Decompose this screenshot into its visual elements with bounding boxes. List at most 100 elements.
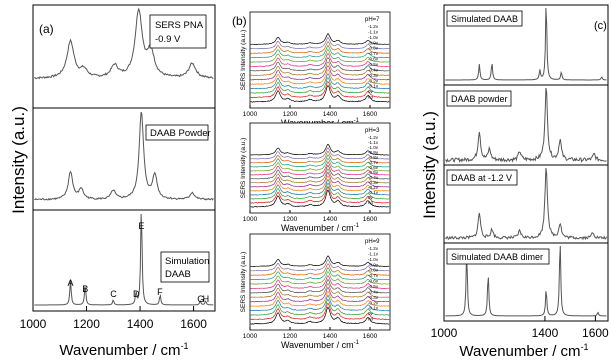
panel-b-ticklabel: 1000 xyxy=(243,111,258,118)
panel-b-series-1-6 xyxy=(250,65,390,81)
panel-b-ticklabel: 1600 xyxy=(363,333,378,340)
panel-b-series-1-9 xyxy=(250,52,390,68)
panel-b-legend-label: 0v xyxy=(368,311,374,316)
panel-a-ticklabel-1400: 1400 xyxy=(127,317,154,331)
panel-b-legend-label: 0v xyxy=(368,195,374,200)
panel-c-spectrum-4 xyxy=(445,245,607,317)
panel-b-ticklabel: 1600 xyxy=(363,216,378,223)
panel-a-xlabel: Wavenumber / cm-1 xyxy=(59,341,188,359)
panel-b-legend-label: -0.1v xyxy=(368,306,379,311)
panel-b-legend-label: -0.3v xyxy=(368,295,379,300)
panel-b-series-2-12 xyxy=(250,150,390,164)
panel-b-legend-label: no xyxy=(368,317,374,322)
panel-b-legend-label: -0.6v xyxy=(368,57,379,62)
panel-b-legend-label: -0.7v xyxy=(368,273,379,278)
panel-a-box-3-line1: Simulation xyxy=(165,256,209,267)
panel-b-series-3-6 xyxy=(250,286,390,303)
panel-b-legend-label: -0.6v xyxy=(368,279,379,284)
panel-b-ticklabel: 1400 xyxy=(323,216,338,223)
panel-b-legend-label: -0.2v xyxy=(368,300,379,305)
panel-b-series-2-13 xyxy=(250,147,390,160)
panel-b-series-1-8 xyxy=(250,57,390,72)
panel-b-ticklabel: 1000 xyxy=(243,333,258,340)
panel-b-legend-label: -0.5v xyxy=(368,62,379,67)
panel-b-series-2-11 xyxy=(250,154,390,168)
panel-b-legend-label: -1.1v xyxy=(368,251,379,256)
panel-b-legend-label: -1.2v xyxy=(368,246,379,251)
panel-a-spectrum-1 xyxy=(34,7,214,80)
panel-b-legend-label: -0.5v xyxy=(368,170,379,175)
panel-b-series-3-1 xyxy=(250,306,390,325)
panel-a-box-3-line2: DAAB xyxy=(165,269,191,280)
panel-a-tag: (a) xyxy=(39,22,54,36)
panel-b-series-2-7 xyxy=(250,168,390,184)
panel-b-legend-label: -0.4v xyxy=(368,67,379,72)
panel-b-legend-label: -0.1v xyxy=(368,84,379,89)
peak-letter-f: F xyxy=(157,287,163,297)
panel-b-series-1-2 xyxy=(250,81,390,99)
panel-b-subplot-title: pH=3 xyxy=(365,128,380,134)
panel-b-legend-label: -0.7v xyxy=(368,51,379,56)
panel-a-spectrum-3 xyxy=(34,213,214,306)
panel-c-box-4 xyxy=(446,248,550,265)
panel-b-series-3-9 xyxy=(250,275,390,290)
panel-b-series-2-14 xyxy=(250,143,390,156)
panel-b-legend-label: -0.1v xyxy=(368,190,379,195)
panel-c-box-1-text: Simulated DAAB xyxy=(451,14,518,24)
panel-a-ticklabel-1200: 1200 xyxy=(73,317,100,331)
panel-b-subplot-title: pH=9 xyxy=(365,239,380,245)
panel-c-box-3 xyxy=(446,169,518,186)
panel-b-series-1-7 xyxy=(250,61,390,76)
panel-a-ticklabel-1600: 1600 xyxy=(180,317,207,331)
panel-b-series-3-11 xyxy=(250,267,390,281)
panel-c-box-2-text: DAAB powder xyxy=(451,94,508,104)
panel-b-series-3-3 xyxy=(250,298,390,316)
panel-b-series-3-4 xyxy=(250,294,390,312)
panel-b-legend-label: -1.0v xyxy=(368,145,379,150)
panel-c: Simulated DAAB DAAB powder DAAB at -1.2 … xyxy=(420,4,609,360)
panel-b-legend-label: -0.2v xyxy=(368,185,379,190)
panel-b-ylabel: SERS Intensity (a.u.) xyxy=(240,138,247,199)
panel-b-legend-label: -0.4v xyxy=(368,289,379,294)
panel-b: (b) pH=7-1.2v-1.1v-1.0v-0.9v-0.8v-0.7v-0… xyxy=(232,11,391,350)
panel-a-box-1-line1: SERS PNA xyxy=(155,20,204,31)
panel-b-series-2-4 xyxy=(250,178,390,196)
panel-c-spectrum-1 xyxy=(445,7,607,81)
panel-c-box-1 xyxy=(446,10,523,27)
panel-b-legend-label: -0.5v xyxy=(368,284,379,289)
panel-b-ticklabel: 1200 xyxy=(283,216,298,223)
panel-b-legend-label: no xyxy=(368,95,374,100)
panel-b-legend-label: 0v xyxy=(368,89,374,94)
panel-b-series-3-13 xyxy=(250,259,390,272)
panel-b-ticklabel: 1200 xyxy=(283,333,298,340)
panel-b-series-3-10 xyxy=(250,271,390,285)
panel-b-legend-label: -0.9v xyxy=(368,40,379,45)
panel-b-series-2-6 xyxy=(250,171,390,188)
panel-b-legend-label: -1.1v xyxy=(368,29,379,34)
panel-b-legend-label: -1.0v xyxy=(368,35,379,40)
panel-c-xlabel: Wavenumber / cm-1 xyxy=(459,342,588,360)
panel-b-ticklabel: 1200 xyxy=(283,111,298,118)
panel-b-series-2-5 xyxy=(250,175,390,192)
panel-b-subplot-2: pH=3-1.2v-1.1v-1.0v-0.9v-0.8v-0.7v-0.6v-… xyxy=(240,122,391,233)
panel-b-ylabel: SERS Intensity (a.u.) xyxy=(240,252,247,313)
peak-letter-b: B xyxy=(82,284,88,294)
panel-b-series-1-1 xyxy=(250,85,390,103)
panel-b-legend-label: -0.8v xyxy=(368,46,379,51)
panel-b-series-1-5 xyxy=(250,69,390,85)
panel-b-legend-label: -0.9v xyxy=(368,262,379,267)
panel-b-xlabel: Wavenumber / cm-1 xyxy=(281,340,360,350)
peak-letter-g: G xyxy=(197,294,204,304)
panel-b-series-1-4 xyxy=(250,73,390,90)
panel-b-series-2-10 xyxy=(250,157,390,172)
panel-b-series-2-8 xyxy=(250,164,390,180)
panel-b-legend-label: -0.8v xyxy=(368,268,379,273)
panel-b-series-2-1 xyxy=(250,189,390,208)
peak-letter-d: D xyxy=(133,289,140,299)
peak-letter-c: C xyxy=(110,289,117,299)
panel-b-legend-label: no xyxy=(368,200,374,205)
panel-c-spectrum-3 xyxy=(444,167,607,241)
panel-b-series-2-9 xyxy=(250,161,390,176)
panel-b-series-2-2 xyxy=(250,185,390,204)
